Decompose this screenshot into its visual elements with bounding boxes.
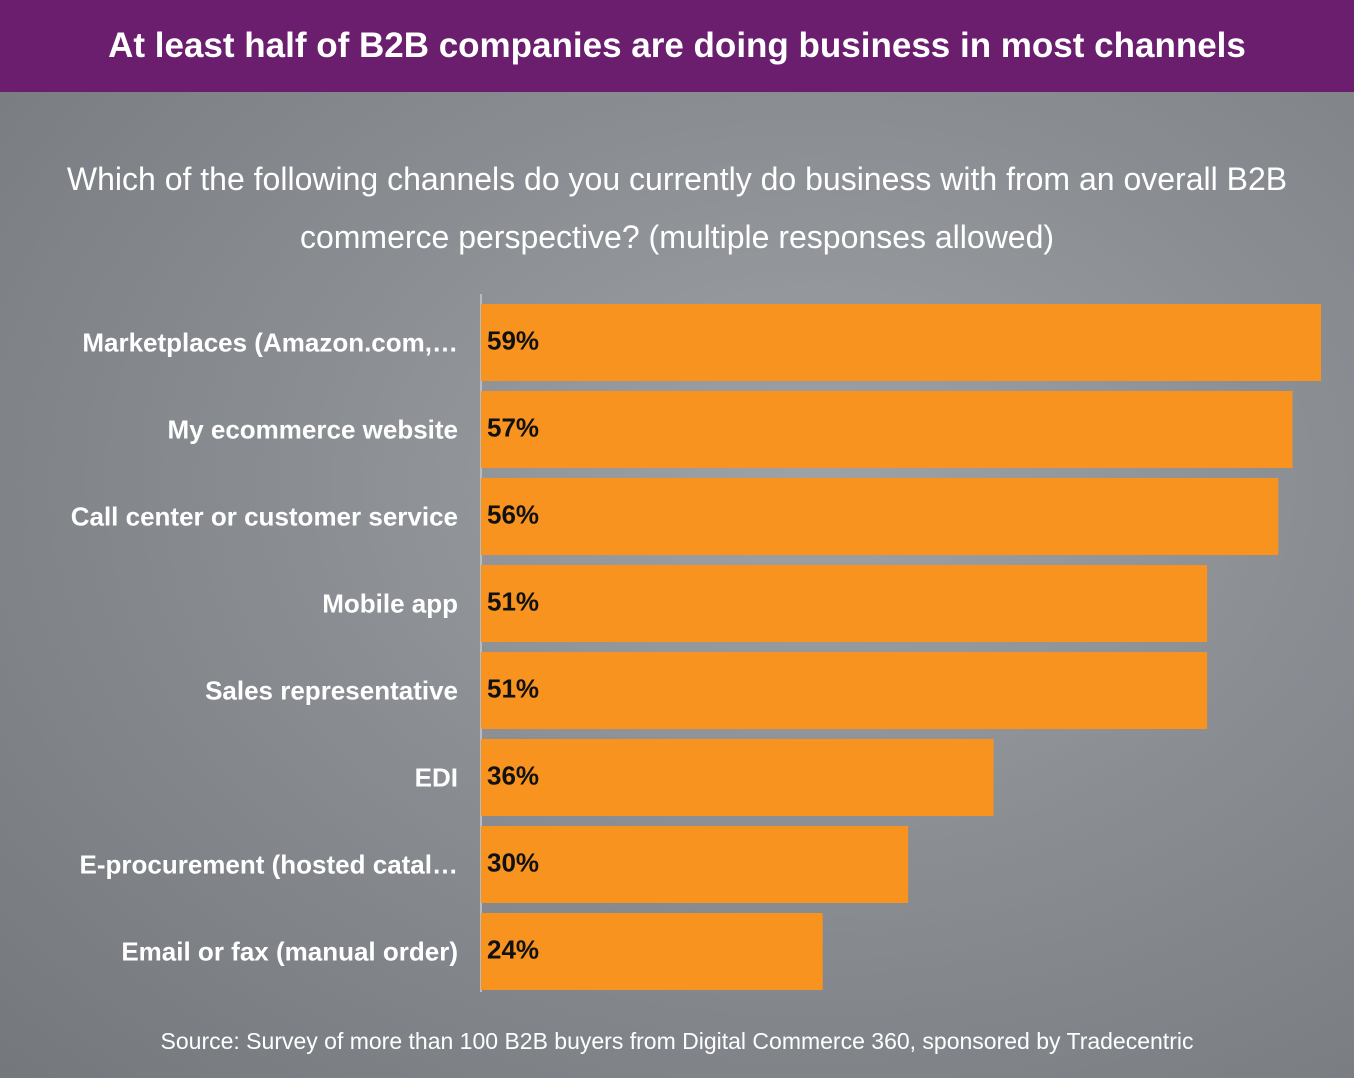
source-note: Source: Survey of more than 100 B2B buye… (160, 1028, 1194, 1054)
bar (481, 739, 994, 816)
value-label: 57% (487, 412, 539, 442)
value-label: 36% (487, 760, 539, 790)
value-label: 59% (487, 325, 539, 355)
chart-subtitle: Which of the following channels do you c… (66, 161, 1288, 255)
category-label: Email or fax (manual order) (121, 936, 458, 966)
value-label: 24% (487, 934, 539, 964)
category-label: Marketplaces (Amazon.com,… (82, 327, 458, 357)
category-label: EDI (415, 762, 458, 792)
value-label: 51% (487, 586, 539, 616)
value-label: 51% (487, 673, 539, 703)
category-label: Sales representative (205, 675, 458, 705)
value-label: 56% (487, 499, 539, 529)
bar (481, 478, 1279, 555)
bar (481, 652, 1208, 729)
category-label: Mobile app (322, 588, 458, 618)
chart-title: At least half of B2B companies are doing… (0, 0, 1354, 92)
value-label: 30% (487, 847, 539, 877)
category-label: My ecommerce website (168, 414, 458, 444)
bar (481, 304, 1321, 381)
bar (481, 391, 1293, 468)
bar (481, 565, 1208, 642)
bar (481, 826, 909, 903)
bar (481, 913, 823, 990)
category-label: Call center or customer service (71, 501, 458, 531)
category-label: E-procurement (hosted catal… (79, 849, 458, 879)
